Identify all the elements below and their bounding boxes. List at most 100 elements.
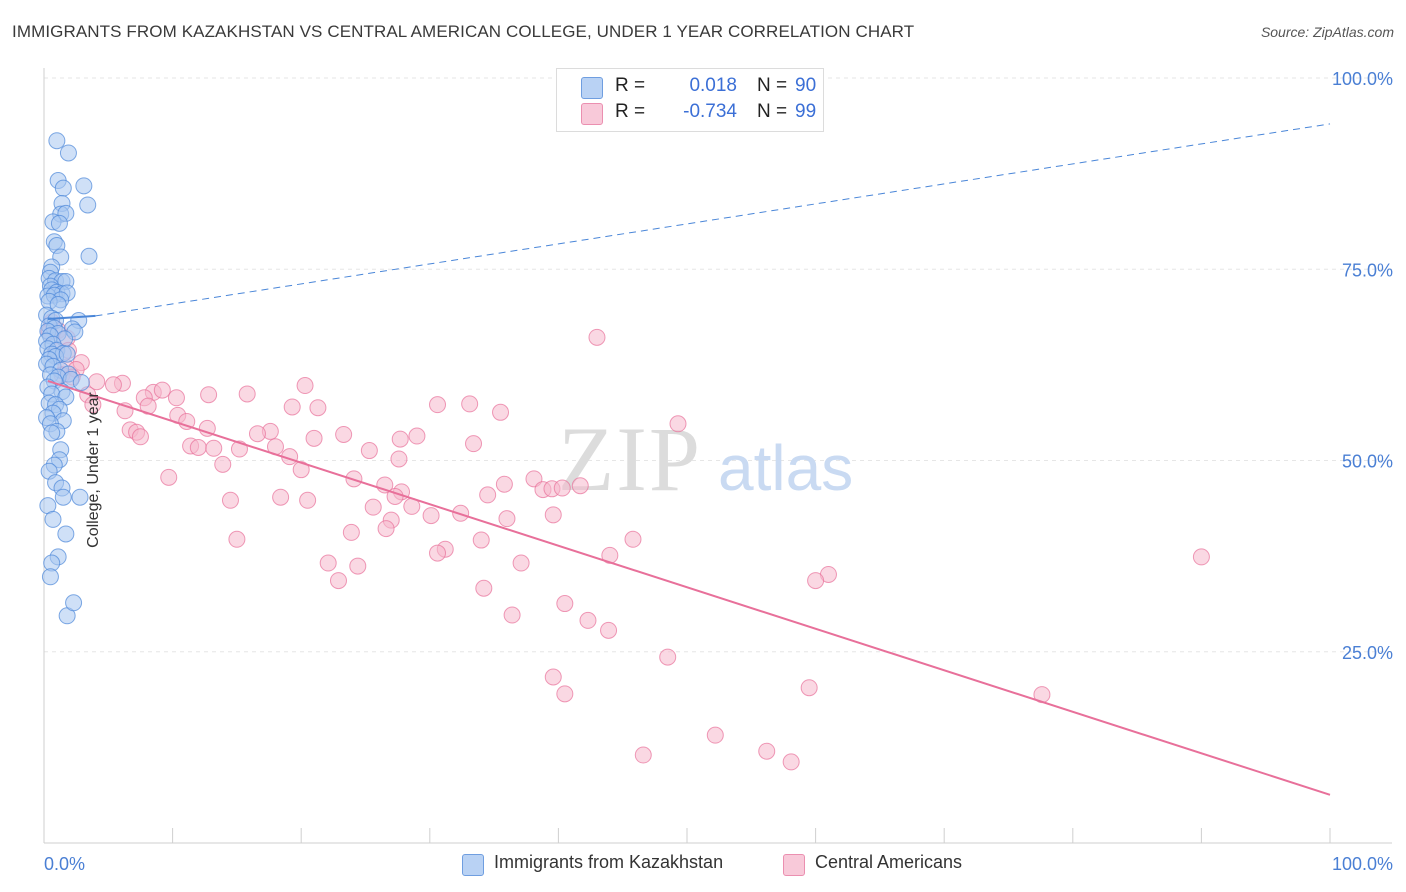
data-point xyxy=(498,510,516,528)
data-point xyxy=(429,396,447,414)
data-point xyxy=(75,177,93,195)
data-point xyxy=(588,328,606,346)
data-point xyxy=(659,648,677,666)
data-point xyxy=(305,429,323,447)
data-point xyxy=(104,376,122,394)
chart-title: IMMIGRANTS FROM KAZAKHSTAN VS CENTRAL AM… xyxy=(12,22,915,41)
data-point xyxy=(624,530,642,548)
data-point xyxy=(556,685,574,703)
data-point xyxy=(65,594,83,612)
watermark-atlas: atlas xyxy=(718,432,853,504)
data-point xyxy=(58,345,76,363)
data-point xyxy=(342,523,360,541)
data-point xyxy=(335,425,353,443)
data-point xyxy=(512,554,530,572)
data-point xyxy=(79,196,97,214)
data-point xyxy=(544,668,562,686)
data-point xyxy=(200,386,218,404)
data-point xyxy=(429,544,447,562)
data-point xyxy=(782,753,800,771)
data-point xyxy=(377,520,395,538)
data-point xyxy=(131,428,149,446)
data-point xyxy=(272,488,290,506)
data-point xyxy=(461,395,479,413)
data-point xyxy=(198,419,216,437)
data-point xyxy=(579,611,597,629)
data-point xyxy=(57,525,75,543)
x-tick-label: 0.0% xyxy=(44,854,85,874)
data-point xyxy=(553,479,571,497)
data-point xyxy=(283,398,301,416)
r-label: R = xyxy=(615,75,646,96)
legend-swatch-blue xyxy=(581,77,603,99)
blue-trend-line xyxy=(47,314,96,320)
r-label: R = xyxy=(615,101,646,122)
y-tick-label: 75.0% xyxy=(1342,260,1393,280)
data-point xyxy=(59,144,77,162)
data-point xyxy=(634,746,652,764)
data-point xyxy=(296,377,314,395)
data-point xyxy=(72,373,90,391)
data-point xyxy=(41,568,59,586)
data-point xyxy=(349,557,367,575)
stats-legend: R = 0.018 N = 90 R = -0.734 N = 99 xyxy=(556,68,824,132)
data-point xyxy=(160,468,178,486)
r-value: -0.734 xyxy=(683,101,737,122)
legend-swatch-pink xyxy=(783,854,805,876)
data-point xyxy=(80,247,98,265)
data-point xyxy=(309,399,327,417)
data-point xyxy=(422,507,440,525)
r-value: 0.018 xyxy=(689,75,737,96)
pink-trend-line xyxy=(47,379,1331,796)
data-point xyxy=(391,430,409,448)
data-point xyxy=(364,498,382,516)
data-point xyxy=(492,403,510,421)
data-point xyxy=(221,491,239,509)
legend-label: Immigrants from Kazakhstan xyxy=(494,852,724,872)
data-point xyxy=(475,579,493,597)
data-point xyxy=(54,488,72,506)
y-tick-label: 100.0% xyxy=(1332,69,1393,89)
legend-swatch-blue xyxy=(462,854,484,876)
data-point xyxy=(556,595,574,613)
data-point xyxy=(205,439,223,457)
data-point xyxy=(50,214,68,232)
data-point xyxy=(600,621,618,639)
data-point xyxy=(238,385,256,403)
data-point xyxy=(495,475,513,493)
data-point xyxy=(167,389,185,407)
data-point xyxy=(408,427,426,445)
y-tick-label: 50.0% xyxy=(1342,452,1393,472)
data-point xyxy=(44,510,62,528)
data-point xyxy=(43,424,61,442)
data-point xyxy=(479,486,497,504)
data-point xyxy=(465,435,483,453)
data-point xyxy=(544,506,562,524)
data-point xyxy=(319,554,337,572)
data-point xyxy=(214,455,232,473)
data-point xyxy=(800,679,818,697)
n-label: N = xyxy=(757,101,788,122)
data-point xyxy=(153,381,171,399)
n-label: N = xyxy=(757,75,788,96)
legend-label: Central Americans xyxy=(815,852,963,872)
source-label: Source: ZipAtlas.com xyxy=(1260,24,1394,40)
n-value: 99 xyxy=(795,101,817,122)
data-point xyxy=(571,477,589,495)
data-point xyxy=(48,132,66,150)
data-point xyxy=(248,425,266,443)
x-tick-label: 100.0% xyxy=(1332,854,1393,874)
data-point xyxy=(472,531,490,549)
y-tick-label: 25.0% xyxy=(1342,643,1393,663)
data-point xyxy=(807,572,825,590)
data-point xyxy=(189,438,207,456)
data-point xyxy=(54,179,72,197)
data-point xyxy=(71,488,89,506)
data-point xyxy=(1192,548,1210,566)
series-legend: Immigrants from Kazakhstan Central Ameri… xyxy=(0,852,1406,878)
data-point xyxy=(758,742,776,760)
data-point xyxy=(329,572,347,590)
n-value: 90 xyxy=(795,75,817,96)
legend-swatch-pink xyxy=(581,103,603,125)
data-point xyxy=(360,442,378,460)
